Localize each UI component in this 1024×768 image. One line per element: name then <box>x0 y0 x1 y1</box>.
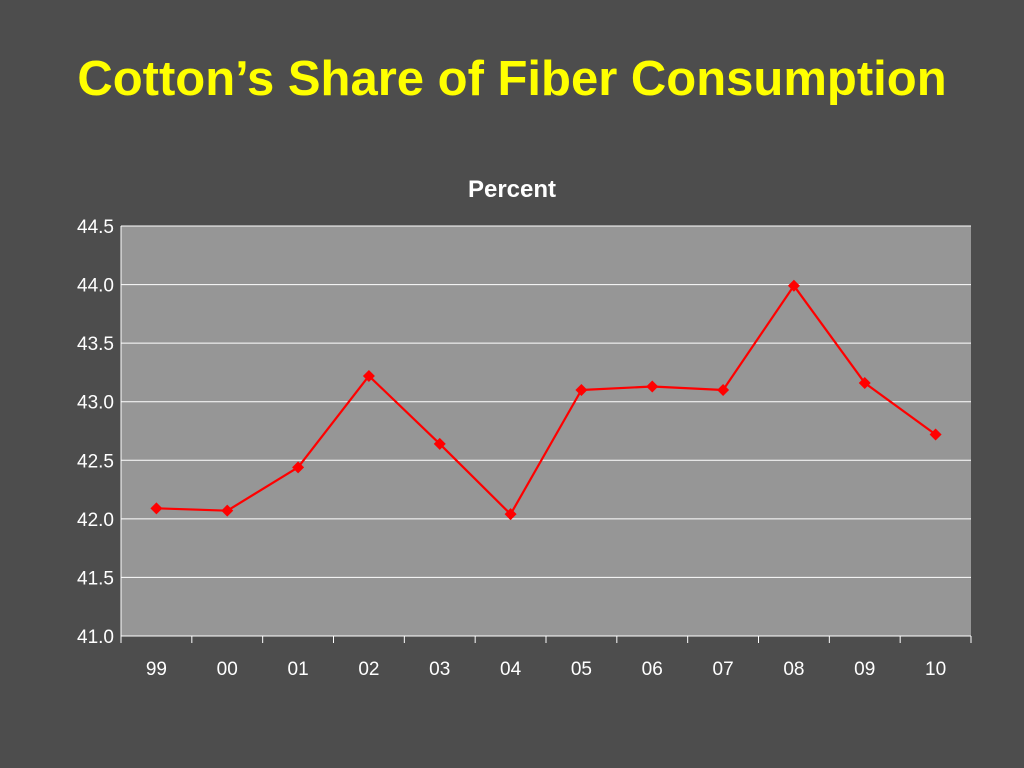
y-tick-label: 42.0 <box>77 510 114 531</box>
data-point-marker <box>646 380 659 393</box>
data-point-marker <box>787 279 800 292</box>
x-tick-label: 05 <box>571 659 592 680</box>
y-tick-label: 43.0 <box>77 393 114 414</box>
chart-title: Percent <box>468 176 556 203</box>
x-tick-label: 06 <box>642 659 663 680</box>
x-tick-label: 00 <box>217 659 238 680</box>
data-point-marker <box>858 376 871 389</box>
data-point-marker <box>221 504 234 517</box>
series-line <box>156 284 937 516</box>
slide-title: Cotton’s Share of Fiber Consumption <box>77 52 947 106</box>
x-tick-label: 09 <box>854 659 875 680</box>
x-tick-label: 03 <box>429 659 450 680</box>
y-axis-tick-labels: 41.0 41.5 42.0 42.5 43.0 43.5 44.0 44.5 <box>77 217 114 648</box>
data-point-marker <box>504 508 517 521</box>
x-tick-label: 04 <box>500 659 522 680</box>
plot-area <box>121 226 971 636</box>
axes <box>120 226 972 643</box>
gridlines <box>121 225 971 578</box>
y-tick-label: 44.5 <box>77 217 114 238</box>
data-point-marker <box>575 384 588 396</box>
data-point-marker <box>292 461 305 474</box>
data-point-marker <box>433 437 446 450</box>
y-tick-label: 43.5 <box>77 334 114 355</box>
x-axis-tick-labels: 99 00 01 02 03 04 05 06 07 08 09 10 <box>146 659 946 680</box>
series-line-path <box>156 284 937 516</box>
data-point-marker <box>717 384 730 396</box>
data-point-marker <box>929 428 942 441</box>
series-markers <box>150 279 942 521</box>
x-tick-label: 10 <box>925 659 946 680</box>
x-tick-label: 02 <box>358 659 379 680</box>
y-tick-label: 42.5 <box>77 451 114 472</box>
y-tick-label: 44.0 <box>77 276 114 297</box>
x-tick-label: 08 <box>783 659 804 680</box>
data-point-marker <box>150 502 163 515</box>
x-tick-label: 01 <box>288 659 309 680</box>
x-tick-label: 99 <box>146 659 167 680</box>
data-point-marker <box>362 369 375 382</box>
y-tick-label: 41.0 <box>77 627 114 648</box>
x-tick-label: 07 <box>713 659 734 680</box>
y-tick-label: 41.5 <box>77 568 114 589</box>
